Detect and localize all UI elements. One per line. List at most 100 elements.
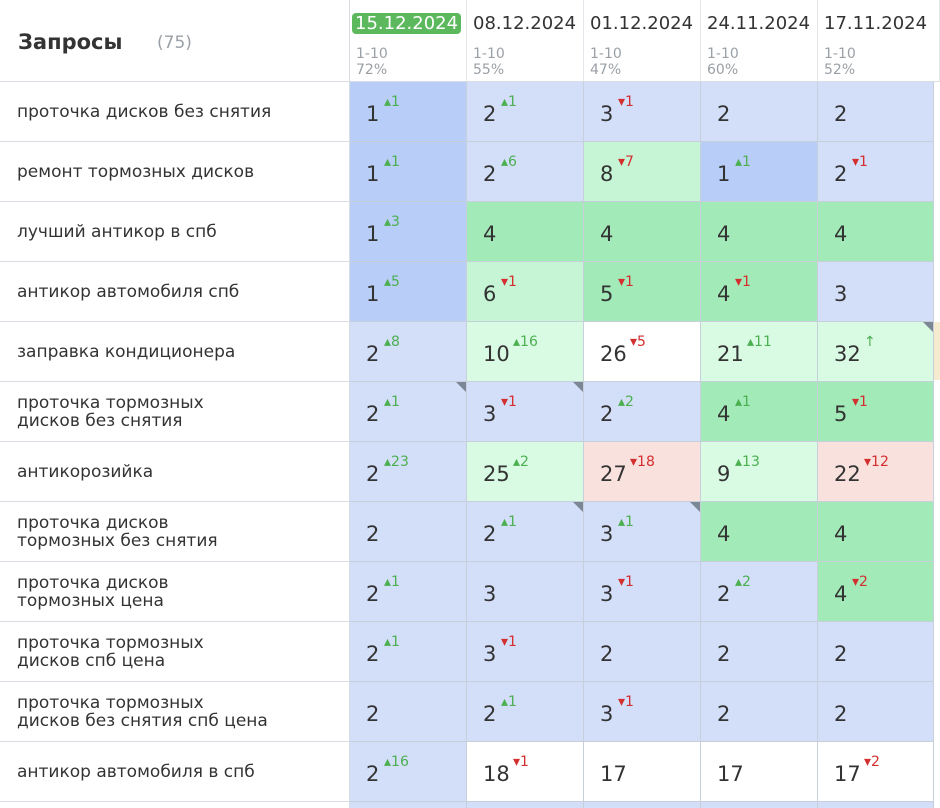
position-cell[interactable]: 4 ▾1	[701, 262, 818, 322]
position-cell[interactable]: 2 ▴16	[350, 742, 467, 802]
position-cell[interactable]: 25 ▴2	[467, 442, 584, 502]
position-cell[interactable]: 2	[701, 622, 818, 682]
position-cell[interactable]	[818, 802, 934, 808]
position-cell[interactable]: 5 ▾1	[818, 382, 934, 442]
change-value: 1	[508, 634, 517, 650]
query-row-label[interactable]: проточка дисков тормозных цена	[0, 562, 350, 622]
query-row-label[interactable]: проточка дисков тормозных без снятия	[0, 502, 350, 562]
query-row-label[interactable]: антикор автомобиля спб	[0, 262, 350, 322]
query-row-label[interactable]: ремонт тормозных дисков	[0, 142, 350, 202]
position-value: 3	[834, 282, 848, 306]
position-cell[interactable]: 2	[818, 682, 934, 742]
position-cell[interactable]: 10 ▴16	[467, 322, 584, 382]
query-row-label[interactable]: проточка дисков без снятия	[0, 82, 350, 142]
position-cell[interactable]: 1 ▴1	[350, 142, 467, 202]
position-cell[interactable]: 1 ▴1	[701, 142, 818, 202]
date-column-header[interactable]: 17.11.2024 1-10 52%	[818, 0, 940, 82]
date-label[interactable]: 08.12.2024	[473, 13, 577, 34]
query-row-label[interactable]: проточка тормозных дисков без снятия	[0, 382, 350, 442]
position-cell[interactable]: 2 ▴1	[350, 622, 467, 682]
position-cell[interactable]: 2 ▾1	[818, 142, 934, 202]
position-cell[interactable]: 9 ▴13	[701, 442, 818, 502]
position-cell[interactable]: 2	[701, 82, 818, 142]
position-cell[interactable]: 3 ▾1	[467, 382, 584, 442]
position-cell[interactable]: 1 ▴3	[350, 202, 467, 262]
position-cell[interactable]	[584, 802, 701, 808]
position-cell[interactable]: 1 ▴5	[350, 262, 467, 322]
date-label[interactable]: 24.11.2024	[707, 13, 811, 34]
position-cell[interactable]: 4 ▾2	[818, 562, 934, 622]
query-row-label[interactable]: антикорозийка	[0, 442, 350, 502]
position-cell[interactable]: 21 ▴11	[701, 322, 818, 382]
position-cell[interactable]: 2 ▴2	[701, 562, 818, 622]
position-cell[interactable]: 2 ▴6	[467, 142, 584, 202]
position-cell[interactable]: 2 ▴1	[467, 502, 584, 562]
position-cell[interactable]: 22 ▾12	[818, 442, 934, 502]
position-rise: ▴2	[513, 454, 529, 470]
query-row-label[interactable]: проточка тормозных дисков без снятия спб…	[0, 682, 350, 742]
position-cell[interactable]: 17 ▾2	[818, 742, 934, 802]
position-cell[interactable]: 2	[350, 502, 467, 562]
position-cell[interactable]: 3 ▾1	[467, 622, 584, 682]
date-label[interactable]: 17.11.2024	[824, 13, 928, 34]
position-cell[interactable]: 4	[467, 202, 584, 262]
position-cell[interactable]: 4	[701, 502, 818, 562]
position-cell[interactable]: 8 ▾7	[584, 142, 701, 202]
position-cell[interactable]: 2	[701, 682, 818, 742]
triangle-up-icon: ▴	[384, 394, 392, 410]
position-cell[interactable]: 2	[350, 682, 467, 742]
position-cell[interactable]: 2	[818, 82, 934, 142]
position-cell[interactable]: 2	[584, 622, 701, 682]
query-row-label[interactable]: антикор автомобиля в спб	[0, 742, 350, 802]
position-cell[interactable]: 1 ▴1	[350, 82, 467, 142]
position-cell[interactable]: 3 ▾1	[584, 562, 701, 622]
position-cell[interactable]: 2 ▴8	[350, 322, 467, 382]
date-column-header[interactable]: 15.12.2024 1-10 72%	[350, 0, 467, 82]
position-cell[interactable]: 3	[818, 262, 934, 322]
position-drop: ▾5	[630, 334, 646, 350]
position-cell[interactable]: 3 ▾1	[584, 682, 701, 742]
date-stats: 1-10 72%	[356, 46, 388, 78]
date-stats: 1-10 47%	[590, 46, 622, 78]
triangle-up-icon: ▴	[384, 454, 392, 470]
position-cell[interactable]: 2	[818, 622, 934, 682]
position-cell[interactable]: 2 ▴23	[350, 442, 467, 502]
position-cell[interactable]: 3	[467, 562, 584, 622]
position-cell[interactable]: 3 ▾1	[584, 82, 701, 142]
position-cell[interactable]: 27 ▾18	[584, 442, 701, 502]
date-label[interactable]: 01.12.2024	[590, 13, 694, 34]
position-cell[interactable]: 6 ▾1	[467, 262, 584, 322]
position-cell[interactable]: 2 ▴1	[467, 82, 584, 142]
query-row-label[interactable]: лучший антикор в спб	[0, 202, 350, 262]
position-cell[interactable]: 32 ↑	[818, 322, 934, 382]
date-column-header[interactable]: 01.12.2024 1-10 47%	[584, 0, 701, 82]
position-cell[interactable]: 2 ▴1	[350, 382, 467, 442]
position-cell[interactable]: 26 ▾5	[584, 322, 701, 382]
position-cell[interactable]: 4	[701, 202, 818, 262]
position-cell[interactable]: 3 ▴1	[584, 502, 701, 562]
query-row-label[interactable]	[0, 802, 350, 808]
position-cell[interactable]	[701, 802, 818, 808]
change-value: 3	[391, 214, 400, 230]
position-value: 1	[717, 162, 731, 186]
position-cell[interactable]: 4	[818, 502, 934, 562]
query-row-label[interactable]: заправка кондиционера	[0, 322, 350, 382]
query-text: ремонт тормозных дисков	[17, 161, 255, 182]
position-cell[interactable]: 2 ▴1	[467, 682, 584, 742]
query-text: проточка дисков тормозных без снятия	[17, 512, 218, 551]
position-cell[interactable]	[467, 802, 584, 808]
date-column-header[interactable]: 08.12.2024 1-10 55%	[467, 0, 584, 82]
position-cell[interactable]: 5 ▾1	[584, 262, 701, 322]
date-column-header[interactable]: 24.11.2024 1-10 60%	[701, 0, 818, 82]
position-cell[interactable]: 17	[584, 742, 701, 802]
position-cell[interactable]: 4 ▴1	[701, 382, 818, 442]
position-cell[interactable]: 4	[818, 202, 934, 262]
query-row-label[interactable]: проточка тормозных дисков спб цена	[0, 622, 350, 682]
position-cell[interactable]: 2 ▴1	[350, 562, 467, 622]
position-cell[interactable]: 4	[584, 202, 701, 262]
active-date-label[interactable]: 15.12.2024	[352, 13, 462, 34]
position-cell[interactable]	[350, 802, 467, 808]
position-cell[interactable]: 17	[701, 742, 818, 802]
position-cell[interactable]: 2 ▴2	[584, 382, 701, 442]
position-cell[interactable]: 18 ▾1	[467, 742, 584, 802]
